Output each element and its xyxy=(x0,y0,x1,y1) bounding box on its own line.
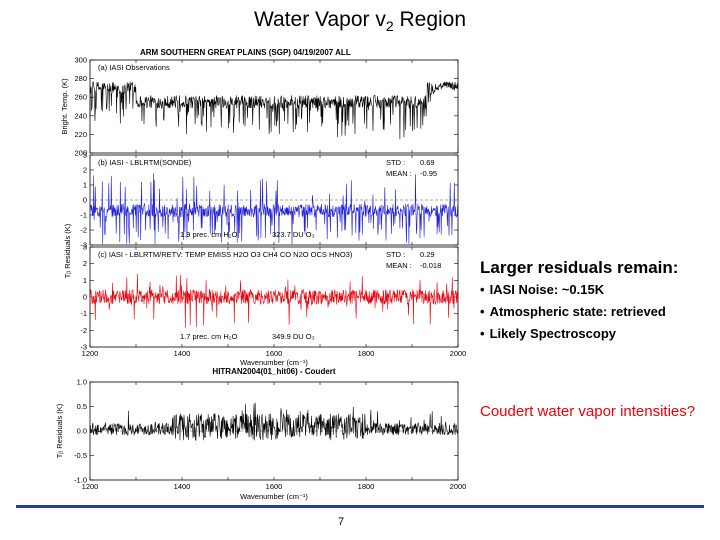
y-tick-label: -1 xyxy=(80,211,87,220)
panel-label: (b) IASI - LBLRTM(SONDE) xyxy=(98,158,192,167)
mean-label: MEAN : xyxy=(386,261,412,270)
series-line xyxy=(89,273,459,328)
y-tick-label: 1.0 xyxy=(77,378,87,387)
y-tick-label: -2 xyxy=(80,326,87,335)
y-tick-label: 0 xyxy=(83,293,87,302)
y-tick-label: 0 xyxy=(83,196,87,205)
y-tick-label: -3 xyxy=(80,343,87,352)
y-tick-label: -1.0 xyxy=(74,476,87,485)
annotation-left: 1.9 prec. cm H₂O xyxy=(180,230,238,239)
annotation-right: 349.9 DU O₃ xyxy=(272,332,315,341)
y-tick-label: 220 xyxy=(74,130,87,139)
series-line xyxy=(89,402,459,441)
y-tick-label: 280 xyxy=(74,74,87,83)
x-tick-label: 2000 xyxy=(450,349,467,358)
y-tick-label: -2 xyxy=(80,226,87,235)
x-tick-label: 1600 xyxy=(266,482,283,491)
panel-d xyxy=(89,381,459,481)
callout-heading: Larger residuals remain: xyxy=(480,258,679,277)
title-text: Water Vapor v xyxy=(253,8,386,31)
panel-a xyxy=(89,59,459,154)
slide-title: Water Vapor v2 Region xyxy=(0,8,720,34)
y-axis-label-residuals-d: Tᵦ Residuals (K) xyxy=(55,403,64,458)
panel-b xyxy=(89,154,459,246)
bullet-list: IASI Noise: ~0.15K Atmospheric state: re… xyxy=(480,279,666,345)
y-tick-label: 3 xyxy=(83,243,87,252)
x-tick-label: 1400 xyxy=(174,482,191,491)
x-tick-label: 1800 xyxy=(358,482,375,491)
annotation-left: 1.7 prec. cm H₂O xyxy=(180,332,238,341)
figure-header: ARM SOUTHERN GREAT PLAINS (SGP) 04/19/20… xyxy=(140,48,351,57)
y-tick-label: 3 xyxy=(83,151,87,160)
panel-title: HITRAN2004(01_hit06) - Coudert xyxy=(212,367,335,376)
y-axis-label-residuals: Tᵦ Residuals (K) xyxy=(63,223,72,278)
y-tick-label: 300 xyxy=(74,56,87,65)
y-tick-label: 200 xyxy=(74,149,87,158)
coudert-note: Coudert water vapor intensities? xyxy=(480,403,696,420)
y-tick-label: -1 xyxy=(80,309,87,318)
x-tick-label: 1600 xyxy=(266,349,283,358)
y-tick-label: -3 xyxy=(80,241,87,250)
mean-value: -0.018 xyxy=(420,261,441,270)
panel-c xyxy=(89,246,459,348)
bullet-item: IASI Noise: ~0.15K xyxy=(480,279,666,301)
panel-label: (c) IASI - LBLRTM/RETV: TEMP EMISS H2O O… xyxy=(98,250,353,259)
y-tick-label: 0.0 xyxy=(77,427,87,436)
x-tick-label: 1200 xyxy=(82,349,99,358)
bullet-item: Likely Spectroscopy xyxy=(480,323,666,345)
y-tick-label: 1 xyxy=(83,276,87,285)
y-axis-label-a: Bright. Temp. (K) xyxy=(60,78,69,135)
bullet-item: Atmospheric state: retrieved xyxy=(480,301,666,323)
y-tick-label: -0.5 xyxy=(74,451,87,460)
panel-label: (a) IASI Observations xyxy=(98,63,170,72)
y-tick-label: 240 xyxy=(74,111,87,120)
x-tick-label: 2000 xyxy=(450,482,467,491)
annotation-right: 323.7 DU O₃ xyxy=(272,230,315,239)
panel-frame xyxy=(89,59,459,154)
footer-bar xyxy=(16,505,704,508)
mean-label: MEAN : xyxy=(386,169,412,178)
std-label: STD : xyxy=(386,158,405,167)
x-tick-label: 1200 xyxy=(82,482,99,491)
x-axis-label: Wavenumber (cm⁻¹) xyxy=(240,358,308,367)
page-number: 7 xyxy=(338,516,345,528)
std-label: STD : xyxy=(386,250,405,259)
title-subscript: 2 xyxy=(385,18,394,35)
std-value: 0.29 xyxy=(420,250,435,259)
x-tick-label: 1400 xyxy=(174,349,191,358)
y-tick-label: 2 xyxy=(83,166,87,175)
y-tick-label: 260 xyxy=(74,93,87,102)
mean-value: -0.95 xyxy=(420,169,437,178)
x-tick-label: 1800 xyxy=(358,349,375,358)
x-axis-label-d: Wavenumber (cm⁻¹) xyxy=(240,492,308,501)
std-value: 0.69 xyxy=(420,158,435,167)
title-end: Region xyxy=(393,8,467,31)
y-tick-label: 2 xyxy=(83,259,87,268)
series-line xyxy=(89,173,459,245)
series-line xyxy=(89,81,459,140)
y-tick-label: 0.5 xyxy=(77,402,87,411)
y-tick-label: 1 xyxy=(83,181,87,190)
